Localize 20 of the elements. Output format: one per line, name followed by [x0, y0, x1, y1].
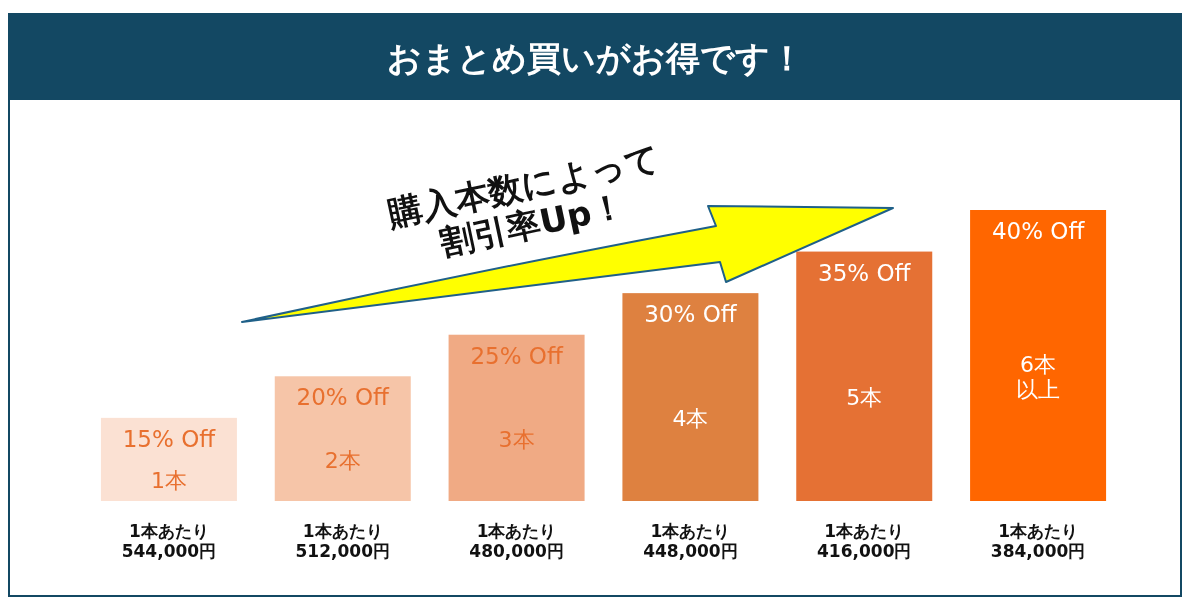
text: 1本あたり 384,000円	[990, 521, 1086, 561]
data-label: 25% Off	[470, 342, 564, 369]
text: 1本あたり 512,000円	[295, 521, 390, 561]
text: 1本あたり 448,000円	[643, 521, 738, 561]
data-label: 40% Off	[991, 218, 1086, 244]
x-tick-label: 2本	[324, 447, 361, 473]
text: 1本あたり 544,000円	[121, 521, 217, 561]
annotation: 購入本数によって 割引率Up！	[383, 137, 664, 264]
x-tick-label: 6本以上	[1016, 351, 1061, 402]
x-tick-label: 3本	[498, 426, 535, 452]
data-label: 35% Off	[818, 259, 912, 286]
x-tick-label: 5本	[846, 384, 883, 410]
data-label: 30% Off	[644, 301, 738, 328]
data-label: 15% Off	[122, 425, 217, 452]
text: 1本あたり 480,000円	[469, 521, 564, 561]
x-tick-label: 4本	[672, 405, 709, 431]
chart-title: おまとめ買いがお得です！	[386, 38, 804, 78]
text: 1本あたり 416,000円	[817, 521, 912, 561]
data-label: 20% Off	[296, 384, 391, 411]
x-tick-label: 1本	[150, 467, 187, 493]
